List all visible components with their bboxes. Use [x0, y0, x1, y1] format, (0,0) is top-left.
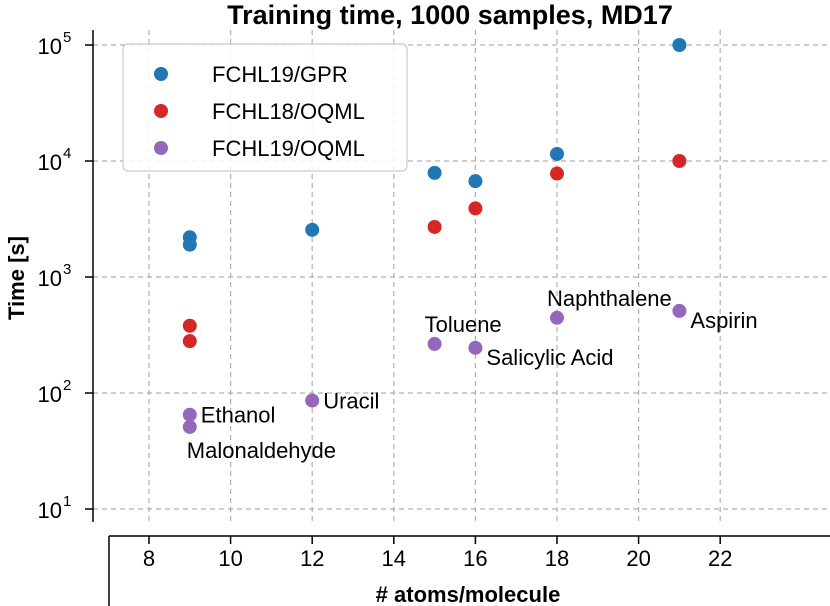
y-tick-exponent: 5 — [63, 29, 71, 46]
annotation-label: Salicylic Acid — [486, 345, 613, 370]
x-tick-label: 8 — [143, 546, 155, 571]
point-fchl18-oqml — [672, 154, 687, 168]
y-tick-label: 10 — [38, 34, 62, 59]
x-tick-label: 20 — [626, 546, 650, 571]
y-tick-label: 10 — [38, 498, 62, 523]
point-fchl19-oqml — [672, 303, 687, 318]
point-fchl19-oqml — [468, 340, 483, 355]
legend-label: FCHL18/OQML — [212, 99, 365, 124]
x-tick-label: 12 — [300, 546, 324, 571]
y-tick-exponent: 1 — [63, 493, 71, 510]
point-fchl19-gpr — [427, 165, 442, 180]
legend-label: FCHL19/GPR — [212, 62, 348, 87]
annotation-label: Uracil — [323, 389, 379, 414]
legend-marker — [154, 141, 168, 155]
point-fchl18-oqml — [427, 219, 442, 234]
point-fchl18-oqml — [182, 318, 197, 333]
annotation-label: Ethanol — [201, 403, 276, 428]
y-tick-exponent: 4 — [63, 145, 71, 162]
legend-marker — [154, 104, 168, 118]
legend-marker — [154, 67, 168, 81]
point-fchl19-gpr — [468, 174, 483, 189]
point-fchl18-oqml — [468, 201, 483, 216]
point-fchl19-oqml — [182, 407, 197, 422]
legend-box — [122, 43, 408, 172]
x-tick-label: 14 — [382, 546, 406, 571]
point-fchl19-oqml — [550, 310, 564, 325]
axes — [92, 30, 830, 606]
data-points — [182, 38, 687, 434]
point-fchl18-oqml — [182, 334, 197, 349]
x-tick-label: 16 — [463, 546, 487, 571]
point-fchl19-gpr — [672, 38, 687, 52]
point-fchl19-oqml — [305, 393, 320, 408]
y-tick-exponent: 3 — [63, 261, 71, 278]
annotation-label: Aspirin — [690, 308, 757, 333]
y-tick-label: 10 — [38, 266, 62, 291]
annotations: Ethanol Malonaldehyde Uracil Toluene Salicyl… — [187, 286, 758, 463]
point-fchl18-oqml — [550, 166, 564, 181]
x-tick-label: 22 — [708, 546, 732, 571]
point-fchl19-gpr — [182, 237, 197, 252]
x-ticks: 8 10 12 14 16 18 20 22 — [143, 536, 732, 571]
legend-label: FCHL19/OQML — [212, 136, 365, 161]
point-fchl19-oqml — [182, 419, 197, 434]
point-fchl19-gpr — [305, 222, 320, 237]
annotation-label: Malonaldehyde — [187, 438, 336, 463]
y-axis-label: Time [s] — [4, 236, 29, 320]
y-tick-label: 10 — [38, 382, 62, 407]
y-tick-exponent: 2 — [63, 377, 71, 394]
x-axis-label: # atoms/molecule — [376, 582, 561, 606]
annotation-label: Naphthalene — [547, 286, 672, 311]
point-fchl19-gpr — [550, 146, 564, 161]
annotation-label: Toluene — [425, 312, 502, 337]
point-fchl19-oqml — [427, 336, 442, 351]
legend: FCHL19/GPR FCHL18/OQML FCHL19/OQML — [122, 43, 408, 172]
x-tick-label: 10 — [218, 546, 242, 571]
chart-title: Training time, 1000 samples, MD17 — [227, 0, 673, 30]
y-tick-label: 10 — [38, 150, 62, 175]
x-tick-label: 18 — [545, 546, 569, 571]
